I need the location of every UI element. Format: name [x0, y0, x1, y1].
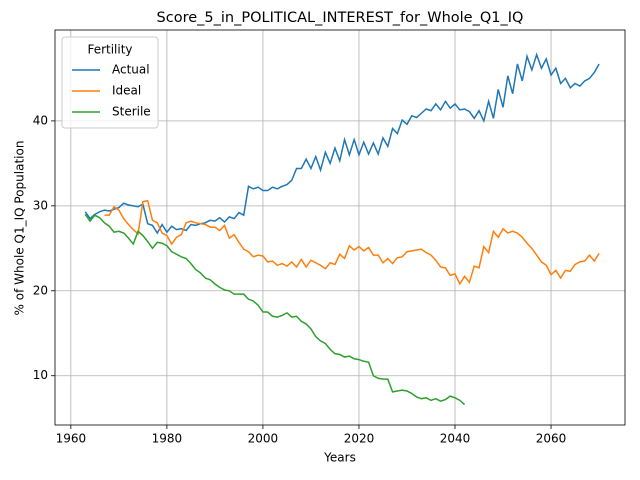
- line-series: [84, 213, 466, 406]
- x-tick-label: 2000: [248, 432, 279, 446]
- plot-frame: [54, 29, 626, 426]
- y-axis-label: % of Whole Q1_IQ Population: [13, 141, 27, 316]
- y-tick-label: 30: [33, 198, 48, 212]
- legend-label: Ideal: [112, 84, 141, 98]
- y-tick-label: 20: [33, 283, 48, 297]
- x-axis-label: Years: [323, 451, 356, 465]
- x-tick-label: 2020: [344, 432, 375, 446]
- x-tick-label: 1980: [152, 432, 183, 446]
- x-tick-label: 2040: [440, 432, 471, 446]
- line-series: [84, 52, 600, 235]
- legend-label: Sterile: [112, 105, 151, 119]
- legend-title: Fertility: [87, 43, 132, 57]
- y-tick-label: 40: [33, 113, 48, 127]
- chart-title: Score_5_in_POLITICAL_INTEREST_for_Whole_…: [157, 10, 524, 26]
- legend-label: Actual: [112, 63, 150, 77]
- line-series: [104, 199, 600, 286]
- x-tick-label: 1960: [56, 432, 87, 446]
- y-tick-label: 10: [33, 368, 48, 382]
- legend-box: [61, 36, 159, 129]
- x-tick-label: 2060: [536, 432, 567, 446]
